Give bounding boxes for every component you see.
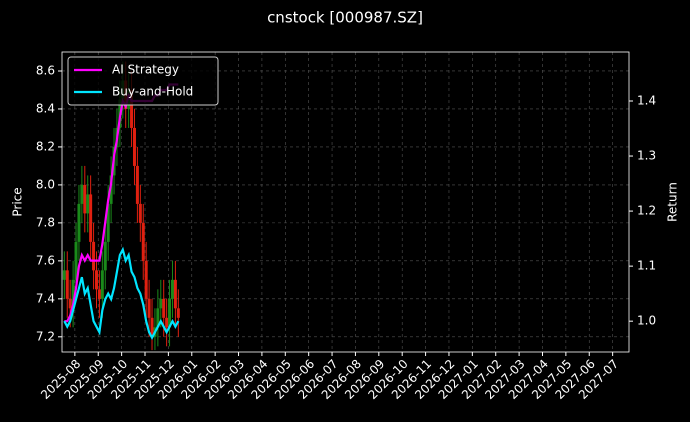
- candle-body: [62, 270, 66, 280]
- candle-body: [106, 203, 110, 242]
- candle-body: [86, 194, 90, 214]
- candle-body: [147, 298, 151, 318]
- candle-body: [144, 260, 148, 299]
- candle-body: [135, 165, 139, 204]
- candle-body: [97, 289, 101, 299]
- y2-tick-label: 1.3: [637, 149, 656, 163]
- candle-body: [162, 298, 166, 318]
- candle-body: [138, 203, 142, 223]
- candle-body: [74, 241, 78, 280]
- legend-label: AI Strategy: [112, 63, 179, 77]
- chart-title: cnstock [000987.SZ]: [267, 9, 423, 27]
- y-tick-label: 8.6: [36, 63, 55, 77]
- candle-body: [100, 270, 104, 299]
- y2-tick-label: 1.2: [637, 204, 656, 218]
- candle-body: [173, 279, 177, 309]
- candle-body: [130, 89, 134, 128]
- y2-tick-label: 1.1: [637, 259, 656, 273]
- candle-body: [132, 127, 136, 166]
- y-axis-label: Price: [11, 187, 25, 216]
- legend-box: [67, 56, 219, 106]
- y2-tick-label: 1.4: [637, 93, 656, 107]
- candle-body: [71, 279, 75, 309]
- candle-body: [77, 203, 81, 242]
- candle-body: [83, 184, 87, 214]
- candle-body: [80, 184, 84, 204]
- candle-body: [168, 298, 172, 328]
- candle-body: [165, 317, 169, 328]
- plot-frame: [61, 51, 630, 353]
- candle-body: [68, 298, 72, 309]
- candle-body: [170, 279, 174, 299]
- legend-label: Buy-and-Hold: [112, 85, 193, 99]
- y-tick-label: 7.8: [36, 215, 55, 229]
- y-tick-label: 7.4: [36, 291, 55, 305]
- candle-body: [176, 308, 180, 318]
- candle-body: [94, 270, 98, 290]
- y-tick-label: 7.6: [36, 253, 55, 267]
- line-series: [63, 246, 180, 341]
- y-tick-label: 7.2: [36, 329, 55, 343]
- candle-body: [103, 241, 107, 271]
- candle-body: [92, 241, 96, 271]
- y-tick-label: 8.4: [36, 101, 55, 115]
- candle-body: [150, 317, 154, 337]
- candle-body: [156, 308, 160, 328]
- y-tick-label: 8.0: [36, 177, 55, 191]
- candle-body: [65, 270, 69, 299]
- y2-tick-label: 1.0: [637, 314, 656, 328]
- candle-body: [159, 298, 163, 309]
- candle-body: [141, 222, 145, 261]
- y-tick-label: 8.2: [36, 139, 55, 153]
- candle-body: [89, 194, 93, 242]
- y2-axis-label: Return: [666, 182, 680, 222]
